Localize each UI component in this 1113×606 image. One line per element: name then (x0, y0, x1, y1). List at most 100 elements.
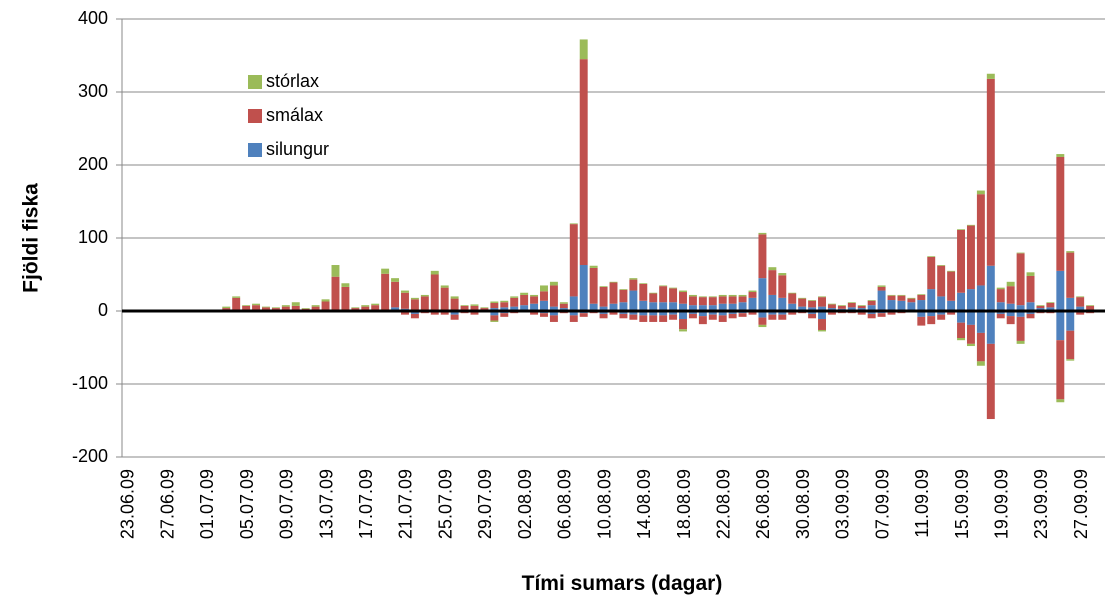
bar-segment (818, 296, 826, 298)
bar-segment (1056, 311, 1065, 341)
bar-segment (679, 319, 687, 330)
bar-segment (907, 297, 916, 299)
bar-segment (490, 302, 499, 309)
x-tick-label: 06.08.09 (555, 469, 575, 539)
bar-segment (659, 302, 668, 311)
bar-segment (947, 270, 956, 272)
x-tick-label: 14.08.09 (634, 469, 654, 539)
x-tick-label: 05.07.09 (237, 469, 257, 539)
bar-segment (827, 303, 836, 305)
y-axis-label: Fjöldi fiska (20, 183, 43, 293)
bar-segment (867, 300, 876, 301)
bar-segment (1066, 297, 1075, 311)
bar-segment (837, 305, 846, 306)
bar-segment (996, 313, 1005, 319)
bar-segment (996, 289, 1005, 303)
bar-segment (242, 305, 251, 306)
bar-segment (937, 265, 946, 266)
bar-segment (818, 306, 826, 311)
bar-segment (927, 311, 936, 317)
x-tick-label: 23.09.09 (1031, 469, 1051, 539)
bar-segment (728, 303, 737, 311)
bar-segment (490, 301, 499, 303)
x-tick-label: 27.06.09 (157, 469, 177, 539)
bar-segment (966, 311, 975, 325)
bar-segment (976, 194, 985, 286)
bar-segment (629, 290, 638, 311)
bar-segment (1046, 302, 1055, 308)
bar-segment (450, 296, 459, 299)
x-tick-label: 19.09.09 (991, 469, 1011, 539)
x-tick-label: 15.09.09 (952, 469, 972, 539)
bar-segment (639, 283, 648, 301)
bar-segment (271, 307, 280, 309)
bar-segment (917, 294, 926, 295)
bar-segment (679, 311, 687, 320)
x-tick-label: 22.08.09 (713, 469, 733, 539)
bar-segment (808, 300, 817, 308)
bar-segment (669, 288, 678, 303)
bar-segment (818, 311, 826, 320)
bar-segment (549, 311, 558, 316)
bar-segment (788, 293, 797, 304)
legend-label: smálax (266, 105, 323, 125)
bar-segment (976, 285, 985, 311)
bar-segment (569, 223, 578, 225)
bar-segment (599, 306, 608, 311)
bar-segment (877, 313, 886, 317)
bar-segment (242, 305, 251, 311)
bar-segment (470, 305, 479, 311)
bar-segment (480, 308, 489, 311)
bar-segment (927, 316, 936, 325)
bar-segment (649, 311, 658, 316)
x-tick-label: 23.06.09 (118, 469, 138, 539)
bar-segment (639, 300, 648, 311)
y-tick-label: 300 (78, 81, 108, 101)
x-tick-label: 01.07.09 (197, 469, 217, 539)
bar-segment (688, 294, 697, 297)
bar-segment (331, 276, 340, 311)
bar-segment (639, 311, 648, 316)
bar-segment (976, 311, 985, 333)
bar-segment (500, 307, 509, 311)
bar-segment (371, 305, 380, 310)
bar-segment (232, 297, 241, 311)
bar-segment (947, 300, 956, 311)
bar-segment (927, 256, 936, 290)
bar-segment (1016, 252, 1025, 254)
bar-segment (629, 311, 638, 315)
bar-segment (688, 305, 697, 311)
bar-segment (262, 307, 270, 311)
bar-segment (579, 265, 588, 311)
bar-segment (1056, 154, 1065, 157)
bar-segment (440, 287, 449, 310)
bar-segment (768, 314, 777, 320)
bar-segment (728, 294, 737, 297)
bar-segment (639, 315, 648, 322)
bar-segment (549, 281, 558, 286)
x-tick-label: 11.09.09 (912, 469, 932, 538)
bar-segment (708, 296, 717, 298)
x-tick-label: 18.08.09 (674, 469, 694, 539)
bar-segment (649, 292, 658, 294)
bar-segment (748, 290, 757, 293)
bar-segment (649, 293, 658, 303)
bar-segment (579, 39, 588, 60)
bar-segment (609, 282, 618, 304)
bar-segment (659, 285, 668, 287)
bar-segment (867, 300, 876, 306)
bar-segment (460, 305, 469, 311)
bar-segment (391, 281, 400, 308)
bar-segment (450, 311, 459, 315)
bar-segment (301, 308, 310, 309)
bar-segment (530, 296, 539, 304)
bar-segment (540, 291, 548, 301)
bar-segment (738, 302, 747, 311)
bar-segment (907, 298, 916, 303)
bar-segment (688, 296, 697, 306)
bar-segment (659, 315, 668, 322)
bar-segment (897, 294, 906, 296)
bar-segment (351, 307, 360, 309)
bar-segment (986, 311, 995, 344)
bar-segment (708, 311, 717, 315)
